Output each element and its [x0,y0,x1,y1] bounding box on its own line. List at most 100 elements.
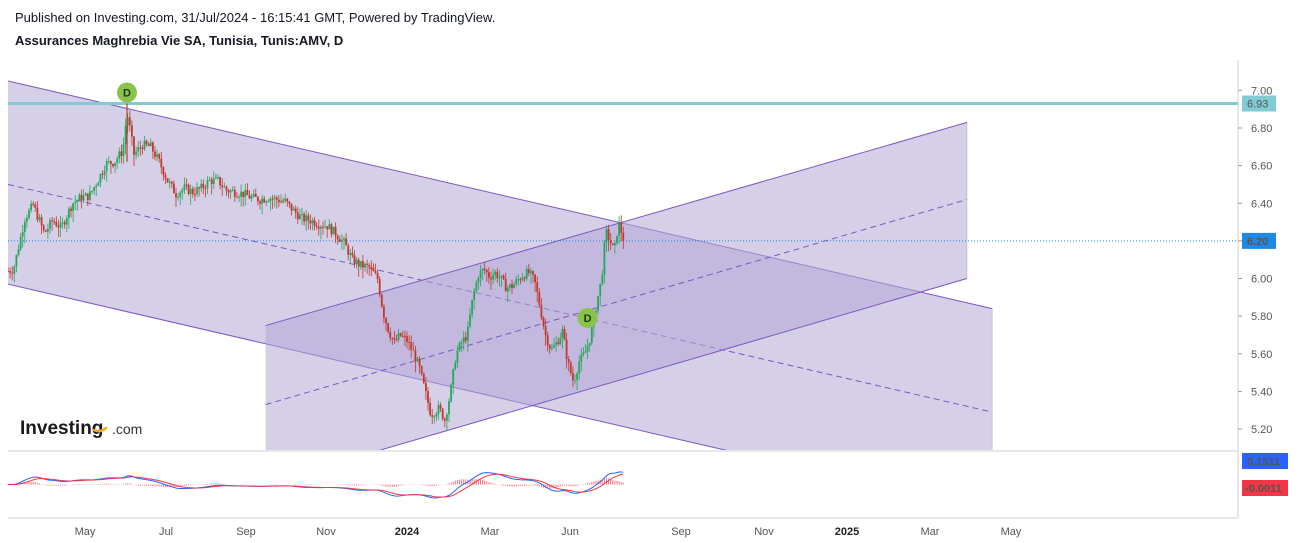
candle-body [513,284,515,289]
candle-body [139,147,142,149]
candle-body [124,125,127,145]
candle-body [187,184,190,194]
candle-body [523,277,526,279]
candle-body [485,270,488,273]
candle-body [252,193,255,197]
y-tick-label: 5.40 [1251,386,1272,398]
candle-body [597,296,599,311]
candle-body [240,191,242,197]
candle-body [385,317,387,324]
candle-body [267,201,270,203]
candle-body [565,339,568,359]
candle-body [389,331,392,338]
candle-body [618,221,620,236]
candle-body [536,282,539,292]
candle-body [301,213,303,215]
candle-body [181,189,184,193]
candle-body [553,344,555,348]
candle-body [76,200,79,202]
price-axis[interactable]: 7.00 6.80 6.60 6.40 6.20 6.00 5.80 5.60 5.40 5.20… [1238,85,1276,436]
current-price-tag [1242,232,1276,249]
candle-body [294,208,297,213]
candle-body [233,189,236,197]
candle-body [152,142,154,152]
candle-body [483,268,486,271]
candle-body [393,338,396,340]
candle-body [99,173,102,183]
candle-body [334,226,337,236]
candle-body [462,337,465,343]
candle-body [473,290,476,300]
candle-body [370,266,373,268]
candle-body [122,144,125,157]
candle-body [362,261,364,268]
candle-body [496,271,499,279]
candle-body [614,243,616,246]
candle-body [15,254,18,267]
candle-body [567,358,570,363]
candle-body [44,230,47,232]
candle-body [112,163,114,167]
candle-body [406,336,408,342]
y-tick-label: 6.40 [1251,198,1272,210]
candle-body [275,197,278,200]
candle-body [288,201,291,204]
macd-axis-labels: 0.1511 -0.0011 [1242,453,1288,496]
candle-body [175,193,177,198]
dividend-marker-icon[interactable] [117,82,137,103]
candle-body [397,333,400,340]
candle-body [464,337,467,341]
time-axis[interactable]: May Jul Sep Nov 2024 Mar Jun Sep Nov 2025 Mar May [75,526,1022,538]
candle-body [84,193,87,196]
candle-body [55,221,58,226]
y-tick-label: 5.60 [1251,349,1272,361]
candle-body [141,147,144,150]
candle-body [210,179,213,185]
candle-body [420,366,423,374]
published-caption: Published on Investing.com, 31/Jul/2024 … [15,10,496,25]
candle-body [525,269,528,279]
candle-body [383,306,385,318]
candle-body [19,236,22,250]
candle-body [414,350,417,362]
candle-body [63,222,66,225]
candle-body [372,267,375,272]
candle-body [353,255,356,265]
candle-body [450,384,452,402]
candle-body [586,345,589,352]
candle-body [128,117,131,126]
candle-body [546,334,549,346]
candle-body [530,271,532,274]
candle-body [399,333,402,336]
candle-body [603,242,606,275]
candle-body [542,317,545,326]
candle-body [317,226,320,229]
candle-body [246,190,249,196]
y-tick-label: 6.60 [1251,161,1272,173]
candle-body [278,199,280,203]
candle-body [223,186,226,188]
candle-body [177,196,179,198]
dividend-marker-label: D [584,313,592,325]
candle-body [238,196,240,198]
candle-body [443,418,446,421]
candle-body [311,220,314,224]
macd-signal-line [8,473,624,498]
x-tick-label: May [75,526,96,538]
x-tick-label: Sep [671,526,691,538]
candle-body [198,187,200,189]
candle-body [509,284,511,288]
candle-body [439,405,442,409]
candle-body [126,117,129,126]
candle-body [110,161,112,164]
channel-1-upper-line [265,121,968,327]
candle-body [206,180,209,188]
candle-body [456,350,459,363]
candle-body [595,310,597,314]
dividend-marker-icon[interactable] [577,308,598,329]
candle-body [494,271,497,276]
candle-body [286,198,289,202]
candle-body [183,184,186,190]
candle-body [622,232,625,241]
